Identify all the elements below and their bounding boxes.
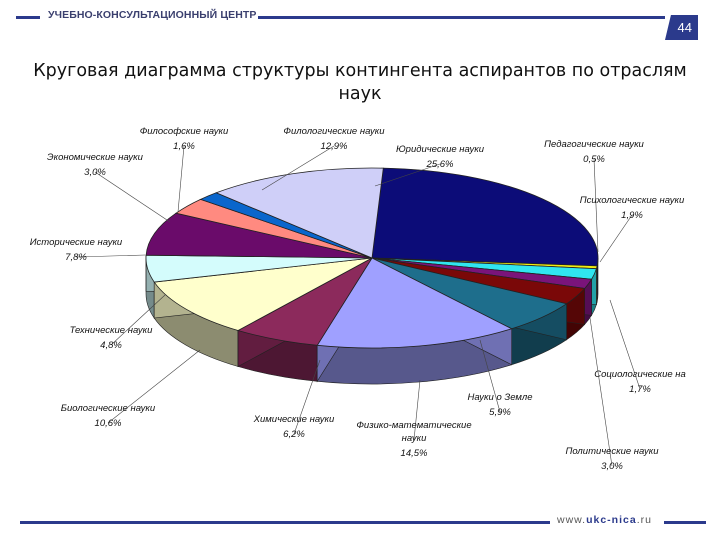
leader-line-8 — [107, 349, 201, 424]
slice-name-label: Юридические науки — [396, 144, 485, 155]
slice-name-label: науки — [402, 433, 427, 444]
pie-slice-0 — [371, 167, 599, 267]
leader-line-7 — [293, 359, 321, 435]
footer-rule-right — [664, 521, 706, 524]
leader-line-10 — [75, 254, 146, 258]
slice-name-label: Науки о Земле — [467, 392, 532, 403]
slice-value-label: 0,5% — [583, 154, 605, 165]
slice-name-label: Исторические науки — [30, 237, 123, 248]
leader-line-0 — [374, 163, 441, 187]
leader-line-13 — [261, 145, 335, 191]
slice-name-label: Философские науки — [140, 126, 229, 137]
leader-line-1 — [593, 158, 599, 253]
slice-name-label: Педагогические науки — [544, 139, 644, 150]
header-rule-right — [258, 16, 665, 19]
slice-name-label: Экономические науки — [47, 152, 144, 163]
leader-line-9 — [110, 294, 166, 346]
leader-line-12 — [177, 145, 185, 213]
pie-slice-6 — [316, 257, 513, 349]
slice-name-label: Социологические на — [594, 369, 686, 380]
site-suffix: .ru — [636, 514, 652, 526]
pie-tops — [145, 167, 599, 349]
slice-value-label: 14,5% — [401, 448, 428, 459]
page-number: 44 — [665, 15, 698, 40]
slice-name-label: Технические науки — [70, 325, 154, 336]
leader-line-4 — [589, 317, 613, 467]
slice-value-label: 3,0% — [84, 167, 106, 178]
pie-slice-10 — [145, 212, 373, 259]
header-rule-left — [16, 16, 40, 19]
slice-name-label: Филологические науки — [283, 126, 385, 137]
slice-name-label: Физико-математические — [356, 420, 471, 431]
leader-line-2 — [599, 214, 633, 263]
brand-title: УЧЕБНО-КОНСУЛЬТАЦИОННЫЙ ЦЕНТР — [48, 9, 257, 21]
leader-line-6 — [413, 379, 421, 441]
slice-value-label: 5,9% — [489, 407, 511, 418]
site-main: ukc-nica — [586, 514, 637, 526]
slice-value-label: 25,6% — [426, 159, 454, 170]
footer-rule-left — [20, 521, 550, 524]
slice-value-label: 1,6% — [173, 141, 195, 152]
slice-name-label: Политические науки — [565, 446, 659, 457]
slice-value-label: 3,0% — [601, 461, 623, 472]
pie-labels: Юридические науки 25,6% Педагогические нау… — [30, 126, 686, 472]
slice-value-label: 4,8% — [100, 340, 122, 351]
slice-value-label: 12,9% — [321, 141, 348, 152]
slice-value-label: 1,7% — [629, 384, 651, 395]
pie-slice-13 — [215, 167, 384, 259]
leader-line-11 — [94, 171, 171, 223]
slice-value-label: 6,2% — [283, 429, 305, 440]
leader-line-5 — [479, 339, 501, 413]
slice-name-label: Психологические науки — [580, 195, 685, 206]
footer-site[interactable]: www.ukc-nica.ru — [557, 514, 652, 526]
leader-line-3 — [609, 299, 641, 390]
slice-value-label: 1,9% — [621, 210, 643, 221]
slice-value-label: 10,6% — [95, 418, 122, 429]
slice-name-label: Химические науки — [253, 414, 335, 425]
chart-title: Круговая диаграмма структуры контингента… — [33, 61, 687, 104]
slice-value-label: 7,8% — [65, 252, 87, 263]
slice-name-label: Биологические науки — [61, 403, 156, 414]
site-prefix: www. — [557, 514, 587, 526]
